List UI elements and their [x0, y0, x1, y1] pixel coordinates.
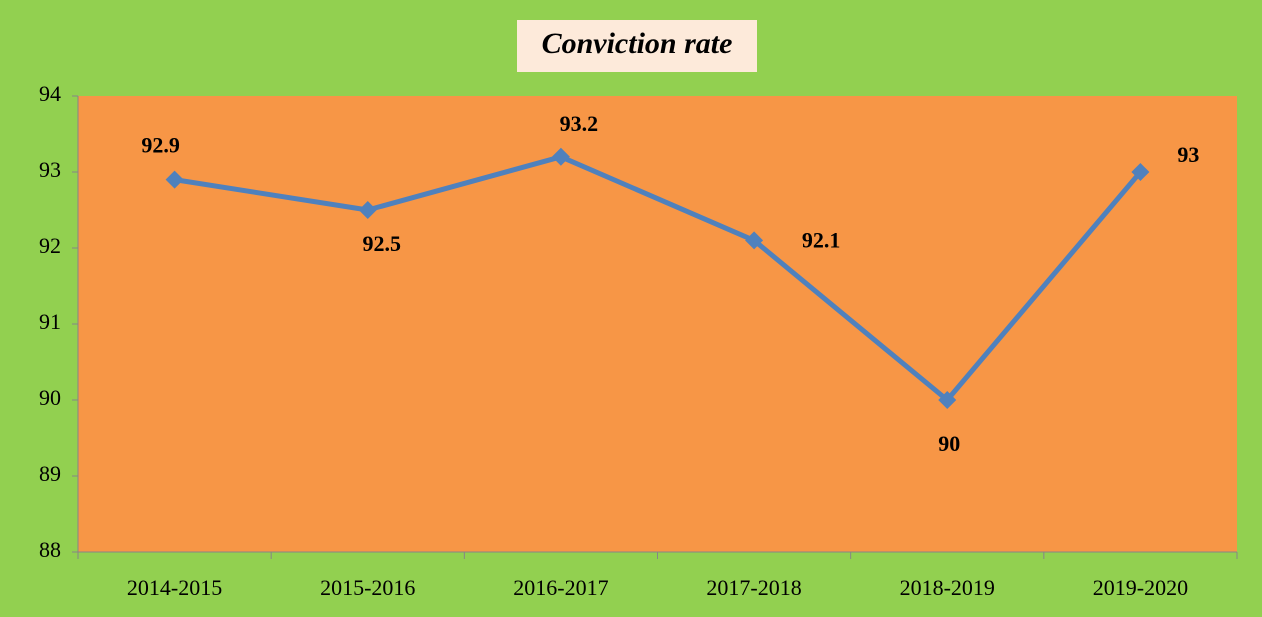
data-point — [165, 170, 184, 189]
data-label: 92.1 — [802, 227, 841, 252]
y-tick-label: 94 — [39, 81, 61, 106]
title-box — [517, 20, 757, 72]
series-line — [174, 154, 1143, 403]
data-label: 92.5 — [363, 231, 402, 256]
x-tick-label: 2019-2020 — [1093, 575, 1188, 600]
data-point — [1131, 163, 1150, 181]
x-tick-label: 2014-2015 — [127, 575, 222, 600]
x-tick-label: 2017-2018 — [706, 575, 801, 600]
data-point — [358, 201, 377, 219]
data-label: 93.2 — [560, 111, 599, 136]
data-label: 92.9 — [141, 133, 180, 158]
data-label: 93 — [1177, 142, 1199, 167]
data-label: 90 — [938, 431, 960, 456]
y-tick-label: 93 — [39, 157, 61, 182]
x-tick-label: 2015-2016 — [320, 575, 415, 600]
x-tick-label: 2016-2017 — [513, 575, 608, 600]
data-point — [938, 391, 957, 409]
plot-area — [78, 96, 1237, 552]
data-point — [745, 231, 764, 250]
y-tick-label: 89 — [39, 461, 61, 486]
y-tick-label: 92 — [39, 233, 61, 258]
y-tick-label: 91 — [39, 309, 61, 334]
y-tick-label: 88 — [39, 537, 61, 562]
x-tick-label: 2018-2019 — [900, 575, 995, 600]
data-point — [551, 147, 570, 166]
chart-title: Conviction rate — [542, 27, 733, 60]
y-tick-label: 90 — [39, 385, 61, 410]
